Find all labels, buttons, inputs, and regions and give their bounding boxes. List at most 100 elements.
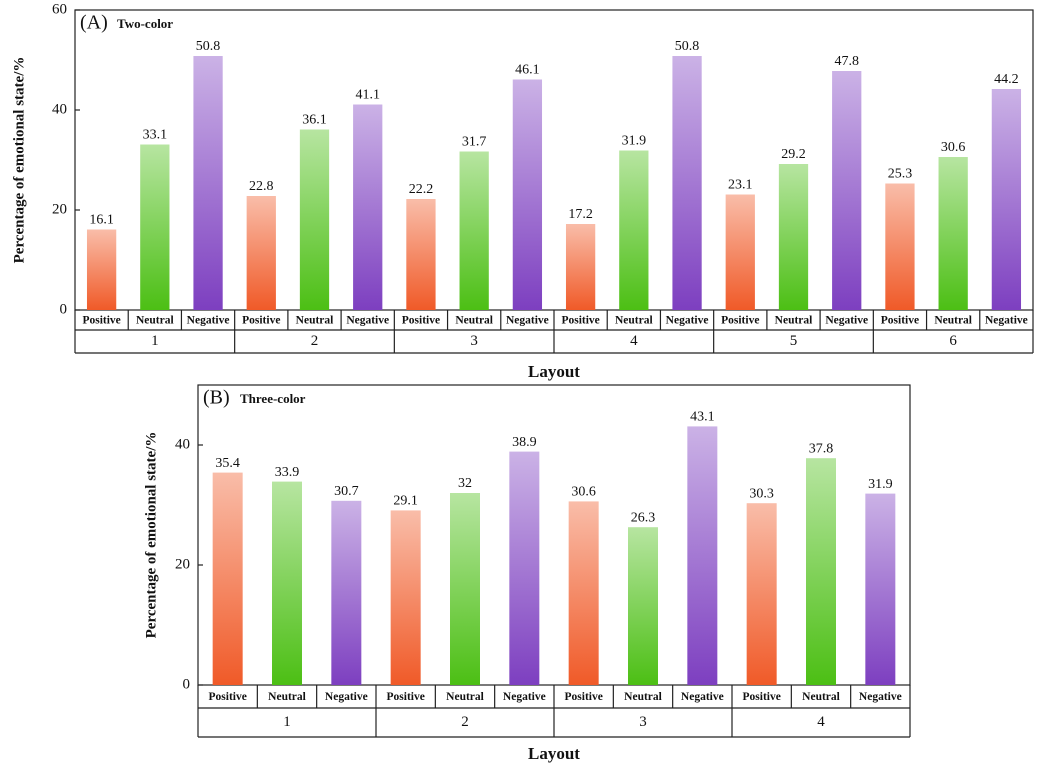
data-label: 16.1 <box>89 213 114 228</box>
series-label: Negative <box>681 691 724 703</box>
data-label: 23.1 <box>728 178 753 193</box>
data-label: 30.6 <box>941 140 966 155</box>
y-axis-label: Percentage of emotional state/% <box>11 57 27 264</box>
bar <box>938 157 968 310</box>
bar <box>672 56 702 310</box>
series-label: Negative <box>506 315 549 327</box>
bar <box>390 510 421 685</box>
series-label: Positive <box>402 315 440 327</box>
bar <box>746 503 777 685</box>
chart-title: Three-color <box>240 391 306 406</box>
data-label: 22.2 <box>409 182 434 197</box>
y-tick-label: 20 <box>52 201 67 217</box>
bar <box>619 150 649 310</box>
x-tick-label: 6 <box>949 333 957 349</box>
series-label: Neutral <box>455 315 493 327</box>
series-label: Positive <box>721 315 759 327</box>
series-label: Negative <box>325 691 368 703</box>
bar <box>628 527 658 685</box>
bar <box>299 129 330 310</box>
x-tick-label: 1 <box>151 333 159 349</box>
y-tick-label: 0 <box>60 301 68 317</box>
data-label: 37.8 <box>809 441 834 456</box>
bar <box>193 56 223 310</box>
data-label: 50.8 <box>675 39 700 54</box>
bar <box>687 426 718 685</box>
bar <box>353 104 383 310</box>
bar <box>272 481 302 685</box>
bar <box>509 451 540 685</box>
series-label: Positive <box>242 315 280 327</box>
data-label: 25.3 <box>888 167 913 182</box>
data-label: 31.9 <box>868 477 893 492</box>
bar <box>991 89 1022 310</box>
data-label: 30.3 <box>749 486 774 501</box>
y-tick-label: 60 <box>52 1 67 17</box>
bar <box>565 224 596 310</box>
bar <box>806 458 836 685</box>
series-label: Positive <box>82 315 120 327</box>
x-tick-label: 1 <box>283 714 291 730</box>
bar <box>725 194 755 310</box>
data-label: 29.2 <box>781 147 806 162</box>
x-axis-label: Layout <box>528 362 580 381</box>
bar <box>406 199 436 310</box>
data-label: 30.6 <box>571 485 596 500</box>
data-label: 47.8 <box>834 54 859 69</box>
series-label: Positive <box>743 691 781 703</box>
plot-frame <box>197 384 911 686</box>
y-tick-label: 20 <box>175 556 190 572</box>
series-label: Neutral <box>624 691 662 703</box>
data-label: 46.1 <box>515 63 540 78</box>
data-label: 35.4 <box>215 456 240 471</box>
data-label: 31.7 <box>462 135 487 150</box>
x-axis-label: Layout <box>528 744 580 763</box>
data-label: 26.3 <box>631 510 656 525</box>
series-label: Neutral <box>802 691 840 703</box>
x-tick-label: 3 <box>470 333 478 349</box>
data-label: 43.1 <box>690 410 715 425</box>
bar <box>832 71 862 310</box>
x-tick-label: 2 <box>311 333 319 349</box>
data-label: 29.1 <box>393 494 418 509</box>
chart-title: Two-color <box>117 16 173 31</box>
series-label: Neutral <box>268 691 306 703</box>
series-label: Positive <box>209 691 247 703</box>
series-label: Negative <box>187 315 230 327</box>
panel-label: (A) <box>80 12 108 34</box>
bar <box>140 144 170 310</box>
series-label: Neutral <box>775 315 813 327</box>
series-label: Negative <box>503 691 546 703</box>
data-label: 17.2 <box>568 207 593 222</box>
data-label: 38.9 <box>512 435 537 450</box>
x-tick-label: 4 <box>817 714 825 730</box>
series-label: Negative <box>985 315 1028 327</box>
data-label: 50.8 <box>196 39 221 54</box>
bar <box>331 500 362 685</box>
bar <box>778 164 809 310</box>
data-label: 41.1 <box>355 88 380 103</box>
bar <box>568 501 599 685</box>
bar <box>865 493 896 685</box>
bar <box>512 79 543 310</box>
bar <box>212 472 243 685</box>
series-label: Neutral <box>136 315 174 327</box>
bar <box>885 183 915 310</box>
y-tick-label: 40 <box>175 436 190 452</box>
data-label: 33.1 <box>143 128 168 143</box>
data-label: 32 <box>458 476 472 491</box>
y-axis-label: Percentage of emotional state/% <box>143 432 159 639</box>
series-label: Neutral <box>615 315 653 327</box>
series-label: Neutral <box>446 691 484 703</box>
series-label: Positive <box>881 315 919 327</box>
series-label: Negative <box>346 315 389 327</box>
x-tick-label: 4 <box>630 333 638 349</box>
series-label: Negative <box>825 315 868 327</box>
x-tick-label: 3 <box>639 714 647 730</box>
series-label: Neutral <box>934 315 972 327</box>
x-tick-label: 5 <box>790 333 798 349</box>
data-label: 31.9 <box>622 134 647 149</box>
data-label: 44.2 <box>994 72 1019 87</box>
bar <box>86 229 117 310</box>
